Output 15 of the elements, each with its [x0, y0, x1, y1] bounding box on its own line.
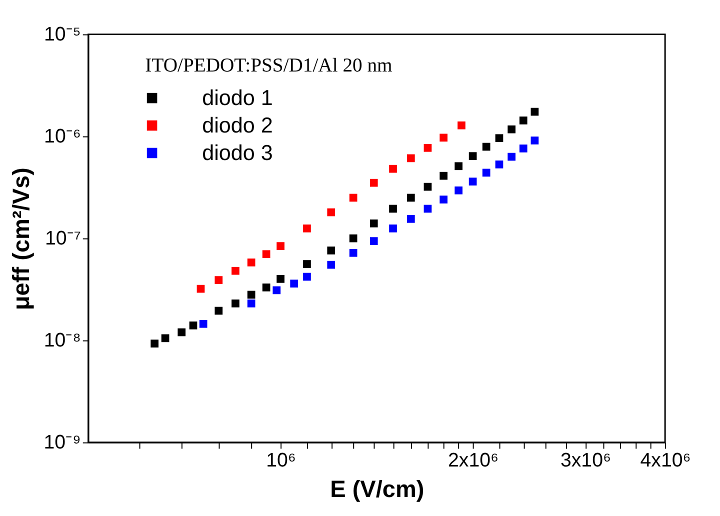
x-tick-label: 4x10⁶ — [640, 449, 691, 472]
y-tick-label: 10⁻⁶ — [44, 126, 81, 148]
legend-label: diodo 3 — [202, 140, 273, 165]
y-tick-label: 10⁻⁵ — [44, 24, 81, 46]
x-axis-title: E (V/cm) — [330, 476, 424, 502]
annotation: ITO/PEDOT:PSS/D1/Al 20 nm — [145, 56, 392, 77]
x-tick-label: 10⁶ — [266, 449, 296, 472]
x-tick-label: 2x10⁶ — [448, 449, 499, 472]
y-tick-label: 10⁻⁹ — [44, 432, 81, 454]
y-tick-label: 10⁻⁷ — [45, 228, 81, 250]
y-axis-title: μeff (cm²/Vs) — [8, 168, 34, 310]
x-tick-label: 3x10⁶ — [560, 449, 612, 472]
legend-label: diodo 1 — [202, 84, 273, 110]
y-tick-label: 10⁻⁸ — [44, 330, 81, 352]
legend-label: diodo 2 — [202, 112, 273, 138]
